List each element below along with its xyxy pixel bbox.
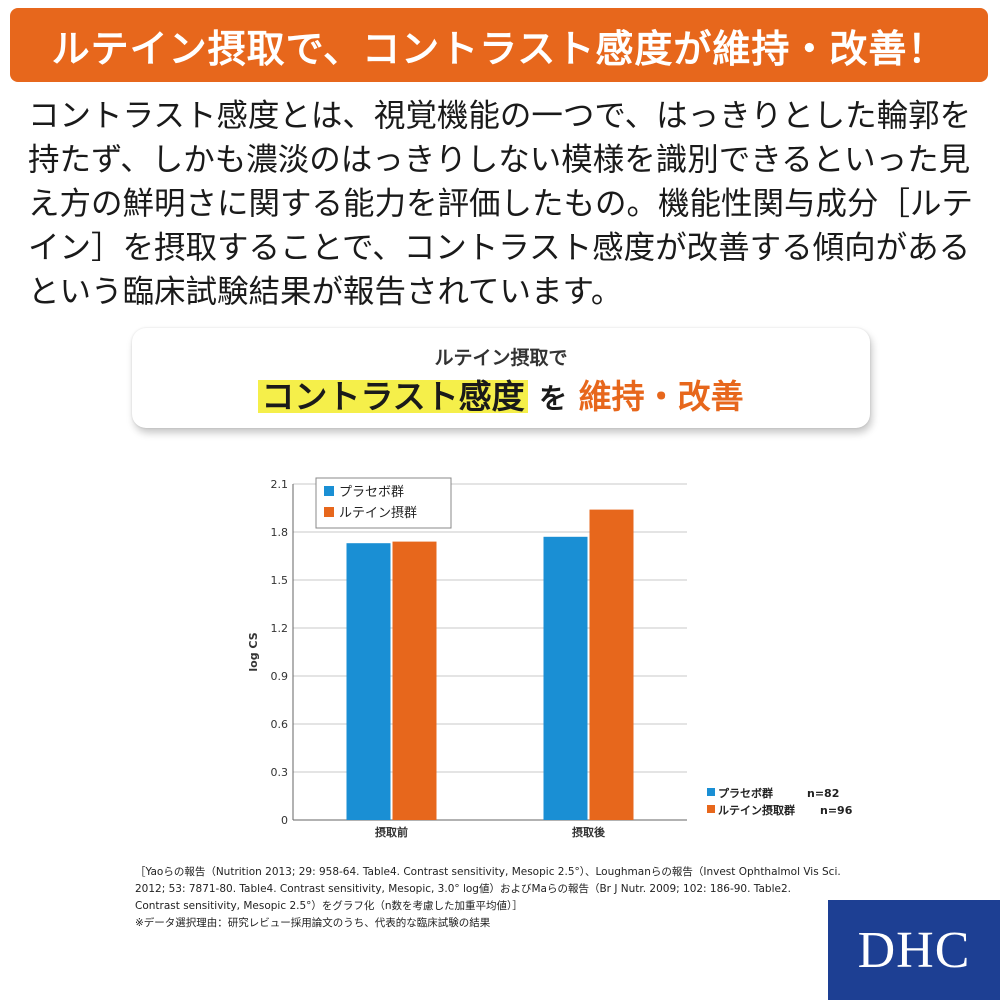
y-tick-label: 0 [281,814,288,827]
footnote-line: Contrast sensitivity, Mesopic 2.5°）をグラフ化… [135,900,523,912]
y-axis-label: log CS [247,632,260,671]
title-banner: ルテイン摂取で、コントラスト感度が維持・改善！ [10,8,988,82]
y-tick-label: 1.8 [271,526,289,539]
callout-card: ルテイン摂取で コントラスト感度 を 維持・改善 [132,328,870,428]
legend-label: プラセボ群 [339,485,404,500]
footnote-line: 2012; 53: 7871-80. Table4. Contrast sens… [135,883,791,895]
y-tick-label: 0.9 [271,670,289,683]
y-tick-label: 2.1 [271,478,289,491]
bar [346,543,391,820]
legend-swatch [707,805,715,813]
legend-label: ルテイン摂群 [339,505,417,521]
bar [543,536,588,820]
legend-label: ルテイン摂取群 [718,803,795,817]
legend-swatch [324,486,334,496]
legend-label: プラセボ群 [718,786,773,800]
footnote-line: ※データ選択理由：研究レビュー採用論文のうち、代表的な臨床試験の結果 [135,917,491,929]
y-tick-label: 1.2 [271,622,289,635]
x-tick-label: 摂取前 [375,825,408,839]
banner-title: ルテイン摂取で、コントラスト感度が維持・改善！ [51,26,947,71]
legend-n: n=96 [820,804,853,817]
x-tick-label: 摂取後 [572,825,606,839]
y-tick-label: 0.6 [271,718,289,731]
callout-particle: を [539,382,568,415]
description-paragraph: コントラスト感度とは、視覚機能の一つで、はっきりとした輪郭を持たず、しかも濃淡の… [28,98,974,310]
dhc-logo: DHC [828,900,1000,1000]
y-tick-label: 0.3 [271,766,289,779]
callout-headline: コントラスト感度 を 維持・改善 [132,370,870,418]
callout-accent: 維持・改善 [578,377,744,416]
legend-swatch [324,507,334,517]
legend-n: n=82 [807,787,839,800]
footnote: ［Yaoらの報告（Nutrition 2013; 29: 958-64. Tab… [135,864,841,932]
dhc-logo-text: DHC [857,921,971,979]
bar [589,509,634,820]
legend-swatch [707,788,715,796]
y-tick-label: 1.5 [271,574,289,587]
legend-box [315,477,452,529]
footnote-line: ［Yaoらの報告（Nutrition 2013; 29: 958-64. Tab… [135,866,841,878]
callout-highlight: コントラスト感度 [258,377,528,416]
bar [392,541,437,820]
callout-subtitle: ルテイン摂取で [434,347,568,369]
